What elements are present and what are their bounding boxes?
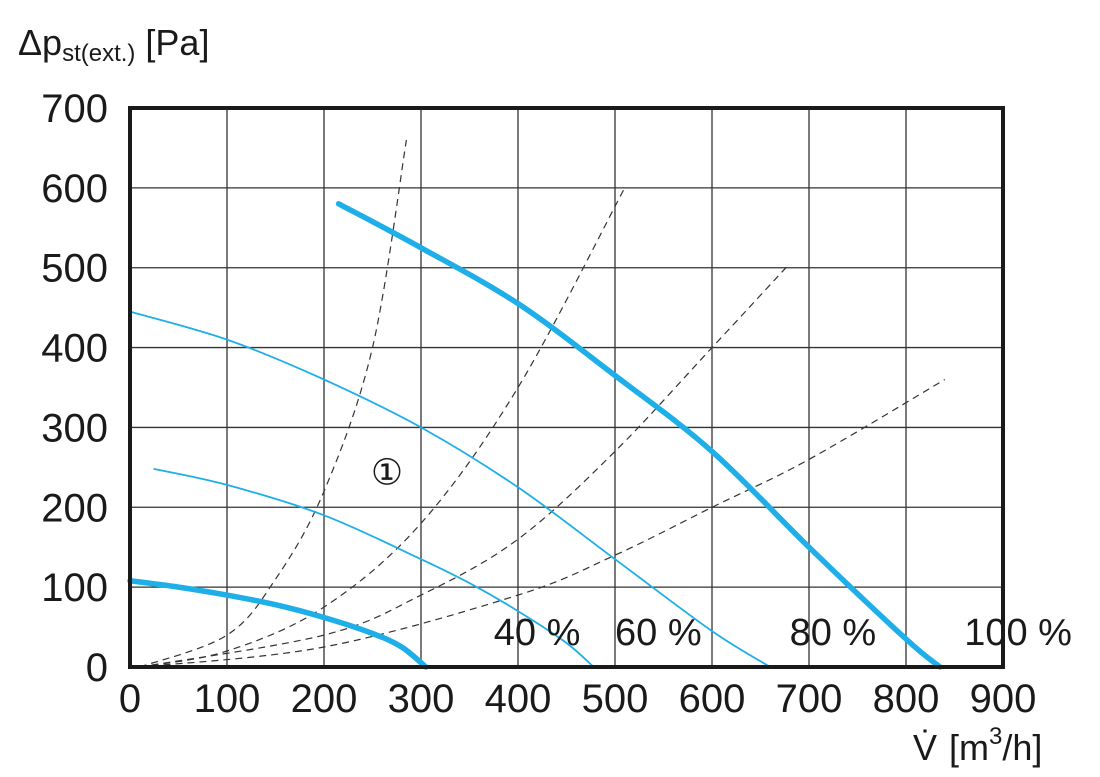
speed-labels: 40 % 60 % 80 % 100 % xyxy=(494,612,1072,654)
x-tick-label: 400 xyxy=(485,677,552,721)
annotation-marker: ① xyxy=(371,451,403,492)
x-tick-label: 100 xyxy=(194,677,261,721)
fan-curve xyxy=(127,578,429,670)
x-tick-label: 700 xyxy=(776,677,843,721)
y-tick-label: 400 xyxy=(41,327,108,371)
y-axis-label: Δpst(ext.) [Pa] xyxy=(18,22,209,67)
y-tick-label: 500 xyxy=(41,247,108,291)
x-tick-label: 300 xyxy=(388,677,455,721)
y-tick-label: 700 xyxy=(41,87,108,131)
system-curve xyxy=(139,139,407,668)
y-tick-label: 300 xyxy=(41,406,108,450)
speed-label: 80 % xyxy=(790,612,877,654)
x-tick-label: 800 xyxy=(873,677,940,721)
x-tick-label: 600 xyxy=(679,677,746,721)
x-tick-label: 0 xyxy=(119,677,141,721)
x-tick-labels: 0 100 200 300 400 500 600 700 800 900 xyxy=(119,677,1037,721)
plot-frame xyxy=(128,106,1005,669)
y-tick-label: 0 xyxy=(86,646,108,690)
fan-curve xyxy=(153,468,595,668)
y-tick-labels: 0 100 200 300 400 500 600 700 xyxy=(41,87,108,690)
system-curves xyxy=(139,139,946,668)
fan-curves xyxy=(127,201,943,670)
y-tick-label: 600 xyxy=(41,167,108,211)
y-tick-label: 200 xyxy=(41,486,108,530)
system-curve xyxy=(139,187,626,668)
fan-curve xyxy=(335,201,943,670)
speed-label: 40 % xyxy=(494,612,581,654)
x-tick-label: 200 xyxy=(291,677,358,721)
fan-curve xyxy=(129,310,772,668)
x-tick-label: 900 xyxy=(970,677,1037,721)
x-axis-label: V̇ [m3/h] xyxy=(913,723,1042,768)
x-tick-label: 500 xyxy=(582,677,649,721)
speed-label: 60 % xyxy=(615,612,702,654)
y-tick-label: 100 xyxy=(41,566,108,610)
speed-label: 100 % xyxy=(964,612,1072,654)
system-curve xyxy=(139,263,791,668)
grid xyxy=(130,108,1003,667)
